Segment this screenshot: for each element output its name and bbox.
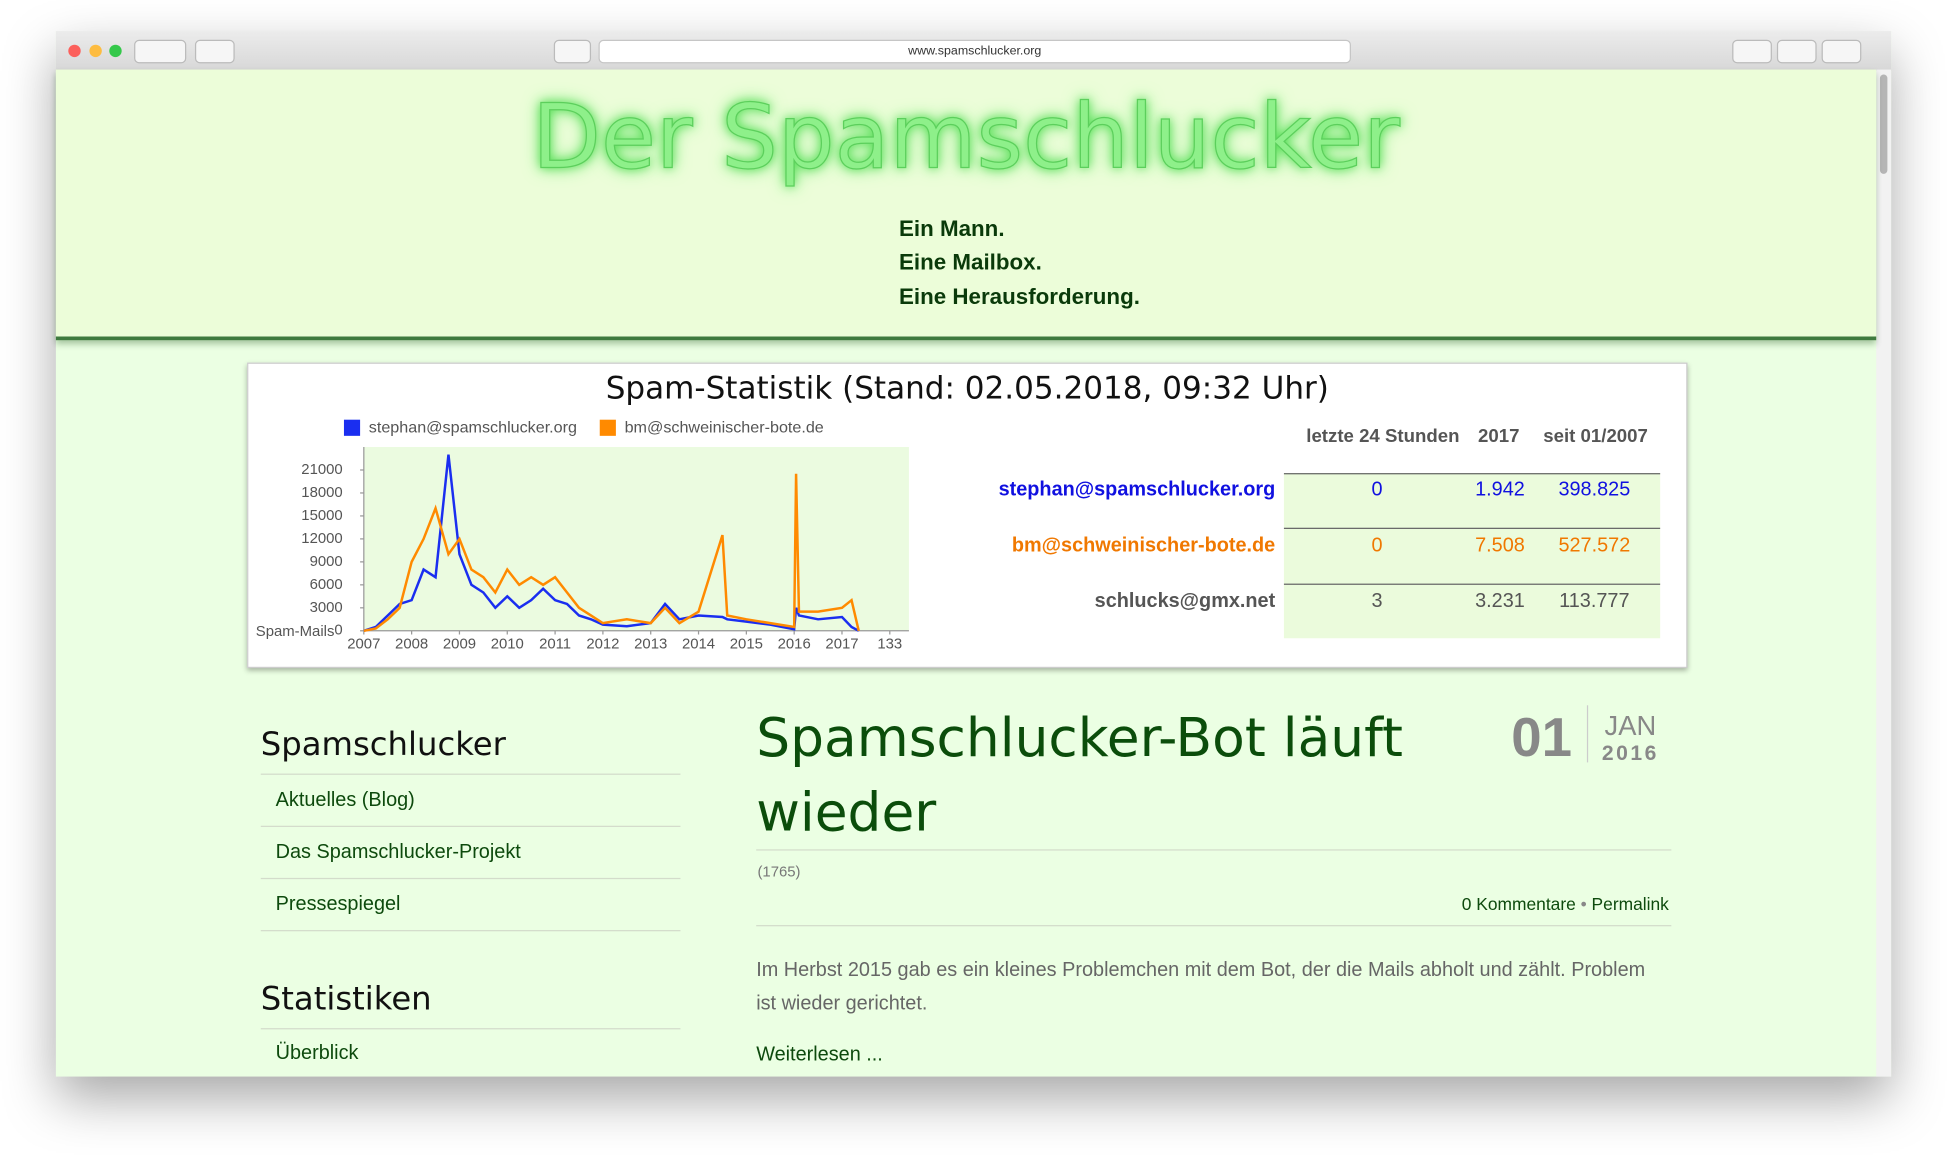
row-line [1283, 583, 1661, 585]
y-tick-label: 9000 [310, 554, 343, 570]
close[interactable] [68, 44, 81, 58]
divider [260, 825, 681, 827]
permalink[interactable]: Permalink [1591, 894, 1669, 914]
legend-label: stephan@spamschlucker.org [369, 419, 577, 437]
tagline: Eine Herausforderung. [898, 284, 1140, 310]
x-tick-label: 2010 [491, 636, 524, 652]
row-line [1283, 473, 1661, 475]
divider [260, 1028, 681, 1030]
x-tick-label: 2012 [586, 636, 619, 652]
date-divider [1586, 705, 1589, 763]
zoom[interactable] [109, 44, 122, 58]
x-tick-label: 133 [877, 636, 902, 652]
stat-value: 0 [1371, 479, 1383, 501]
post-meta: 0 Kommentare • Permalink [1296, 894, 1669, 914]
x-tick-label: 2015 [730, 636, 763, 652]
layers-button[interactable] [553, 39, 592, 64]
stat-value: 398.825 [1558, 479, 1631, 501]
y-tick-label: 18000 [301, 485, 342, 501]
comments-link[interactable]: 0 Kommentare [1461, 894, 1576, 914]
x-tick-label: 2009 [443, 636, 476, 652]
x-tick-label: 2017 [825, 636, 858, 652]
account: schlucks@gmx.net [1094, 591, 1276, 613]
y-tick-label: 0 [334, 623, 342, 639]
post-title[interactable]: Spamschlucker-Bot läuft wieder [756, 707, 1403, 845]
y-tick-label: 12000 [301, 531, 342, 547]
download-button[interactable] [1732, 39, 1772, 64]
y-tick-label: 6000 [310, 577, 343, 593]
x-tick-label: 2011 [539, 636, 571, 652]
stat-value: 3.231 [1475, 591, 1525, 613]
url-field[interactable]: www.spamschlucker.org [598, 39, 1351, 64]
separator: • [1580, 894, 1587, 914]
scrollbar[interactable] [1876, 69, 1892, 1077]
divider [756, 925, 1672, 927]
legend-label: bm@schweinischer-bote.de [625, 419, 824, 437]
stat-value: 527.572 [1558, 535, 1631, 557]
x-tick-label: 2013 [634, 636, 667, 652]
account: bm@schweinischer-bote.de [1011, 535, 1276, 557]
x-tick-label: 2014 [682, 636, 715, 652]
scroll-thumb[interactable] [1879, 74, 1888, 174]
divider [260, 930, 681, 932]
nav-link[interactable]: Überblick [275, 1043, 359, 1065]
nav-link[interactable]: Aktuelles (Blog) [275, 789, 415, 811]
tagline: Ein Mann. [898, 216, 1005, 241]
read-more[interactable]: Weiterlesen ... [756, 1044, 883, 1066]
series-line [363, 454, 860, 632]
x-tick-label: 2008 [395, 636, 428, 652]
post-day: 01 [1511, 707, 1573, 769]
minimize[interactable] [89, 44, 102, 58]
chart: 0 3000 6000 9000 12000 15000 18000 21000 2007 200… [256, 419, 909, 652]
header [55, 69, 1877, 341]
nav-link[interactable]: Pressespiegel [275, 894, 401, 916]
y-tick-label: 15000 [301, 508, 342, 524]
stat-value: 0 [1371, 535, 1383, 557]
x-tick-label: 2007 [347, 636, 380, 652]
x-tick-label: 2016 [778, 636, 811, 652]
share-button[interactable] [1776, 39, 1817, 64]
stats-title: Spam-Statistik (Stand: 02.05.2018, 09:32… [605, 370, 1329, 407]
tabs-button[interactable] [1821, 39, 1862, 64]
column-header: seit 01/2007 [1543, 425, 1648, 448]
nav-link[interactable]: Das Spamschlucker-Projekt [275, 841, 521, 863]
post-year: 2016 [1601, 741, 1659, 765]
divider [260, 773, 681, 775]
series-line [363, 473, 860, 633]
stat-value: 113.777 [1559, 591, 1630, 613]
legend-swatch [599, 419, 616, 436]
column-header: 2017 [1478, 425, 1520, 448]
site-title: Der Spamschlucker [532, 84, 1401, 190]
sidebar-title: Statistiken [260, 980, 432, 1019]
divider [260, 877, 681, 880]
sidebar-title: Spamschlucker [260, 726, 506, 764]
stat-value: 1.942 [1475, 479, 1525, 501]
row-line [1283, 527, 1661, 529]
y-tick-label: 21000 [301, 462, 342, 478]
y-axis-label: Spam-Mails [256, 624, 335, 640]
legend-swatch [343, 419, 361, 436]
account: stephan@spamschlucker.org [998, 479, 1276, 501]
plot-area [363, 447, 909, 631]
stat-value: 7.508 [1475, 535, 1525, 557]
post-excerpt: Im Herbst 2015 gab es ein kleines Proble… [756, 959, 1646, 1015]
sidebar-button[interactable] [194, 39, 235, 64]
stats-cells [1283, 473, 1661, 639]
nav-buttons[interactable] [134, 39, 187, 64]
tagline: Eine Mailbox. [898, 249, 1042, 275]
y-tick-label: 3000 [310, 600, 343, 616]
divider [756, 849, 1672, 851]
stat-value: 3 [1371, 591, 1383, 613]
post-views: (1765) [757, 862, 801, 881]
column-header: letzte 24 Stunden [1306, 425, 1460, 448]
post-month: JAN [1604, 710, 1657, 742]
